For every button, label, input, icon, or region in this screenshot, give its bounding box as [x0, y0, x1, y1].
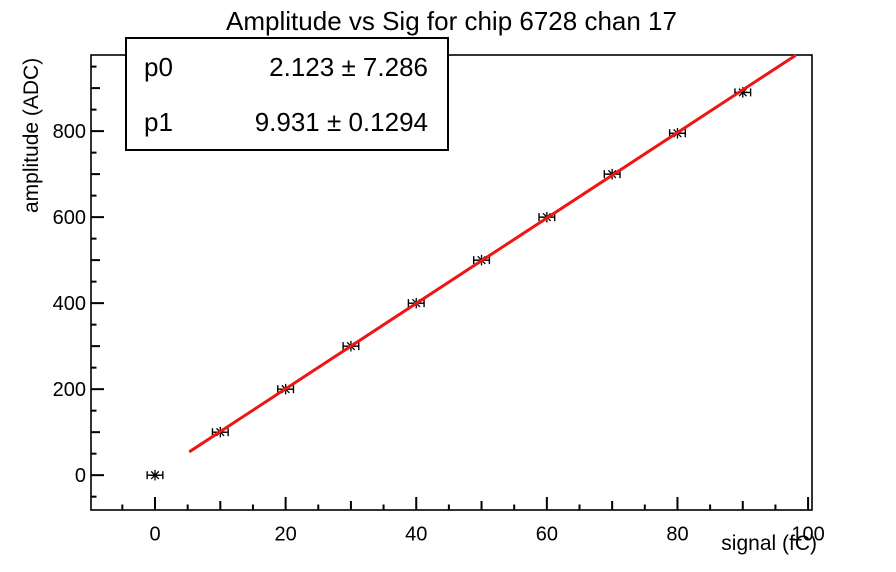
param-value-p1: 9.931 ± 0.1294	[254, 106, 428, 137]
stats-row-p1: p1 9.931 ± 0.1294	[127, 109, 447, 135]
x-tick-label: 80	[666, 524, 688, 546]
plot-title: Amplitude vs Sig for chip 6728 chan 17	[226, 6, 677, 36]
x-tick-label: 0	[149, 524, 160, 546]
stats-row-p0: p0 2.123 ± 7.286	[127, 54, 447, 80]
data-point	[146, 469, 164, 481]
x-tick-label: 40	[405, 524, 427, 546]
y-tick-label: 800	[53, 121, 86, 143]
y-tick-label: 400	[53, 293, 86, 315]
axis-ticks	[91, 65, 810, 510]
y-tick-label: 200	[53, 379, 86, 401]
x-axis-title: signal (fC)	[721, 532, 817, 555]
x-tick-label: 20	[274, 524, 296, 546]
y-tick-label: 600	[53, 207, 86, 229]
param-name-p1: p1	[144, 106, 173, 137]
param-name-p0: p0	[144, 51, 173, 82]
param-value-p0: 2.123 ± 7.286	[269, 51, 428, 82]
x-tick-label: 60	[536, 524, 558, 546]
x-tick-label: 100	[791, 524, 824, 546]
fit-line	[188, 54, 797, 453]
tick-labels: 0 20 40 60 80 100 0 200 400 600 800	[53, 121, 825, 545]
y-axis-title: amplitude (ADC)	[20, 57, 43, 213]
fit-stats-box: p0 2.123 ± 7.286 p1 9.931 ± 0.1294	[125, 37, 449, 151]
y-tick-label: 0	[75, 465, 86, 487]
